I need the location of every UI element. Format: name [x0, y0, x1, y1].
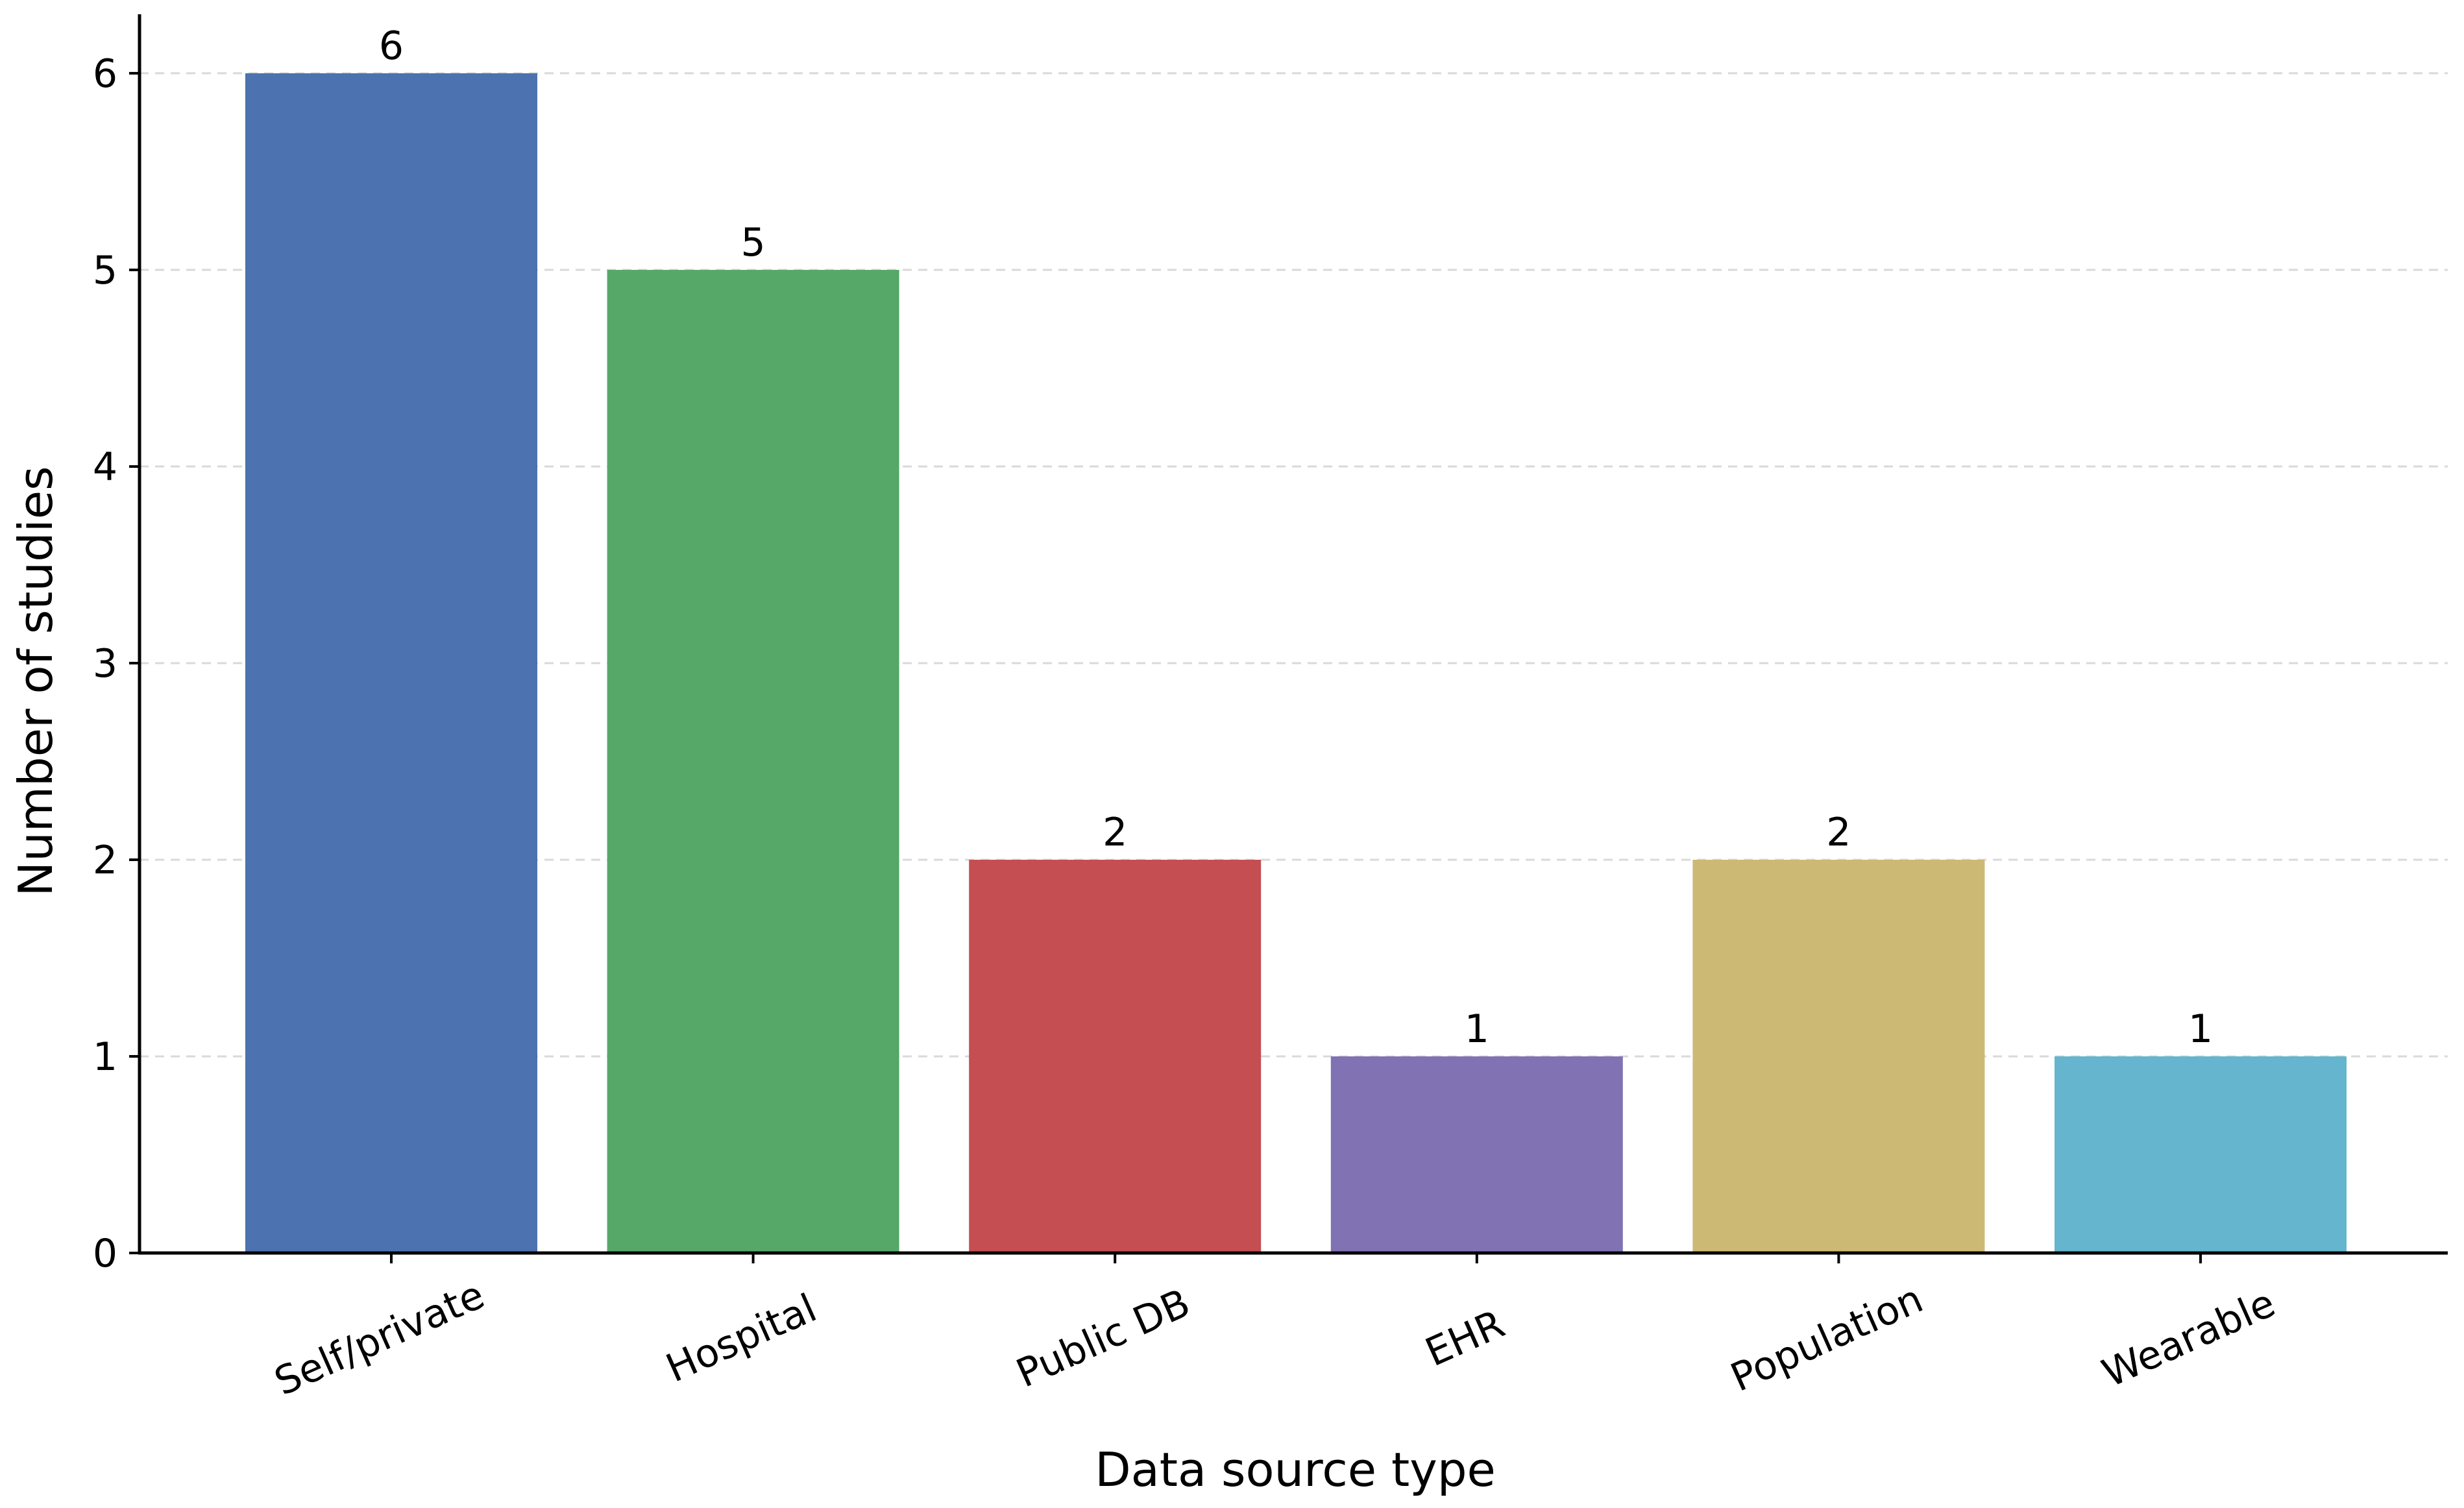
x-tick-label: Wearable — [2096, 1280, 2282, 1396]
y-tick-label: 5 — [93, 248, 117, 293]
bars — [245, 73, 2347, 1253]
y-axis-title: Number of studies — [8, 466, 63, 896]
x-tick-label: EHR — [1419, 1301, 1511, 1376]
bar-value-label: 1 — [1465, 1006, 1489, 1052]
x-tick-label: Self/private — [268, 1272, 491, 1405]
y-tick-label: 2 — [93, 838, 117, 883]
y-tick-label: 6 — [93, 51, 117, 97]
y-tick-label: 0 — [93, 1231, 117, 1276]
data-labels: 6 5 2 1 2 1 — [379, 23, 2213, 1052]
bar-hospital — [607, 269, 899, 1253]
y-tick-label: 4 — [93, 444, 117, 490]
bar-value-label: 5 — [741, 220, 766, 265]
bar-public-db — [969, 859, 1262, 1253]
bar-wearable — [2055, 1056, 2347, 1253]
y-ticks: 0 1 2 3 4 5 6 — [93, 51, 140, 1276]
x-ticks: Self/private Hospital Public DB EHR Populati… — [268, 1253, 2282, 1405]
axes — [138, 14, 2448, 1255]
bar-value-label: 2 — [1103, 810, 1127, 855]
x-tick-label: Public DB — [1010, 1280, 1197, 1396]
bar-value-label: 1 — [2188, 1006, 2213, 1052]
y-tick-label: 3 — [93, 641, 117, 687]
bar-value-label: 6 — [379, 23, 404, 69]
x-axis-title: Data source type — [1095, 1442, 1496, 1497]
bar-ehr — [1330, 1056, 1623, 1253]
bar-self-private — [245, 73, 537, 1253]
y-tick-label: 1 — [93, 1034, 117, 1080]
bar-population — [1692, 859, 1985, 1253]
x-tick-label: Population — [1724, 1276, 1929, 1401]
bar-value-label: 2 — [1826, 810, 1851, 855]
x-tick-label: Hospital — [659, 1285, 823, 1392]
